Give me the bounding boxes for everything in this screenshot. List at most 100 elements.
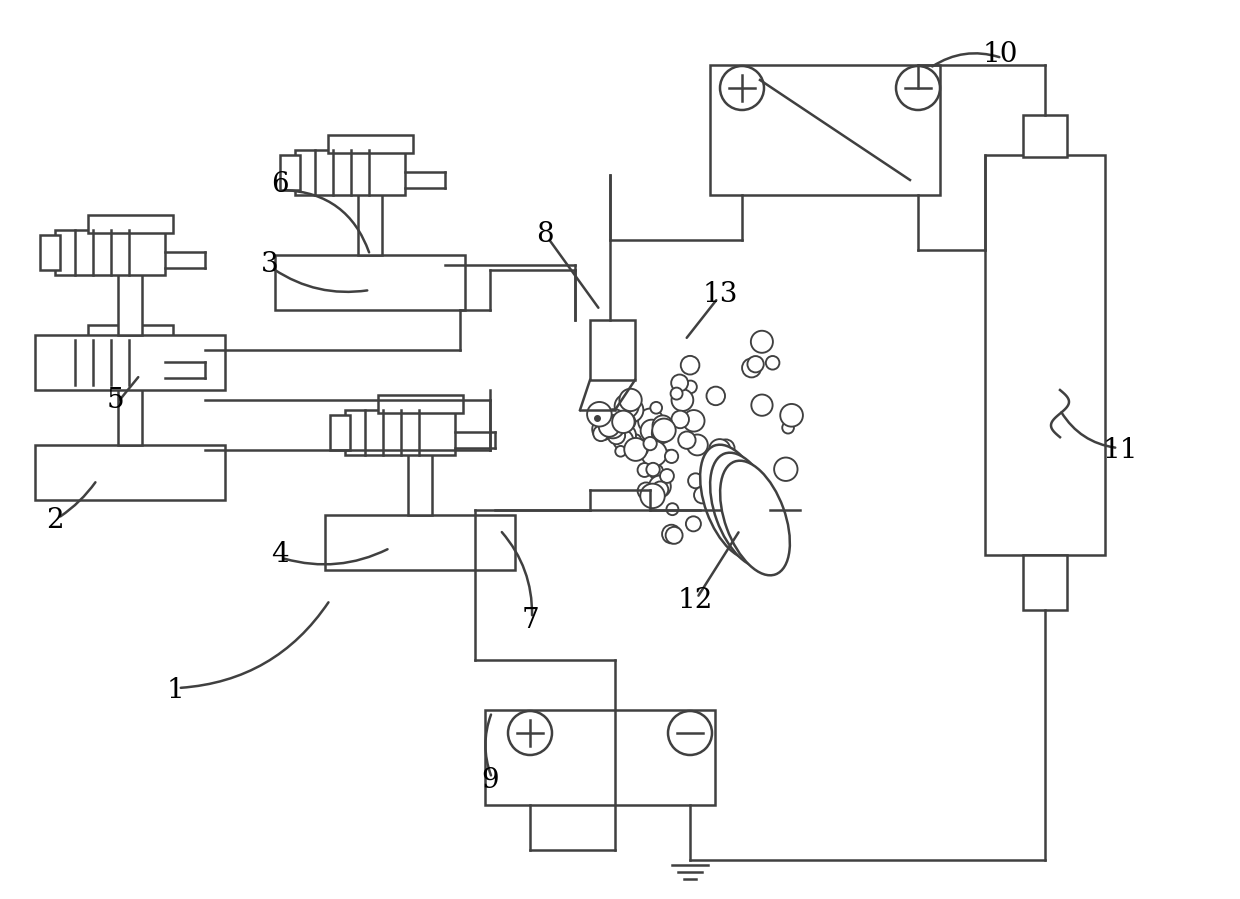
Circle shape bbox=[671, 387, 682, 399]
Text: 11: 11 bbox=[1102, 437, 1138, 464]
Circle shape bbox=[671, 411, 689, 428]
Circle shape bbox=[644, 437, 657, 450]
Circle shape bbox=[681, 356, 699, 375]
Circle shape bbox=[615, 394, 639, 418]
Circle shape bbox=[601, 415, 625, 439]
Bar bbox=[408, 440, 432, 515]
Circle shape bbox=[666, 503, 678, 515]
Circle shape bbox=[652, 482, 668, 497]
Bar bbox=[88, 215, 174, 233]
Bar bbox=[325, 515, 515, 570]
Ellipse shape bbox=[720, 460, 790, 575]
Circle shape bbox=[613, 430, 634, 450]
Circle shape bbox=[766, 356, 780, 369]
Bar bbox=[118, 260, 143, 335]
Text: 3: 3 bbox=[262, 252, 279, 279]
Circle shape bbox=[641, 420, 662, 441]
Circle shape bbox=[748, 356, 764, 372]
Circle shape bbox=[624, 438, 647, 461]
Circle shape bbox=[668, 711, 712, 755]
Bar bbox=[590, 320, 635, 380]
Circle shape bbox=[641, 441, 667, 467]
Circle shape bbox=[587, 402, 611, 426]
Text: 2: 2 bbox=[46, 506, 63, 533]
Text: 6: 6 bbox=[272, 172, 289, 199]
Circle shape bbox=[593, 425, 609, 441]
Bar bbox=[711, 65, 940, 195]
Circle shape bbox=[897, 66, 940, 110]
Bar bbox=[35, 335, 224, 390]
Circle shape bbox=[619, 388, 642, 411]
Circle shape bbox=[717, 440, 734, 457]
Bar bbox=[55, 340, 165, 385]
Bar bbox=[88, 325, 174, 343]
Circle shape bbox=[751, 395, 773, 416]
Text: 1: 1 bbox=[166, 677, 184, 704]
Circle shape bbox=[780, 404, 804, 427]
Ellipse shape bbox=[701, 445, 770, 559]
Circle shape bbox=[608, 427, 625, 444]
Circle shape bbox=[666, 527, 682, 544]
Circle shape bbox=[652, 423, 671, 443]
Bar bbox=[1023, 115, 1066, 157]
Circle shape bbox=[614, 424, 636, 447]
Bar bbox=[35, 445, 224, 500]
Circle shape bbox=[631, 439, 649, 456]
Circle shape bbox=[663, 450, 675, 460]
Text: 4: 4 bbox=[272, 541, 289, 568]
Bar bbox=[378, 395, 463, 413]
Bar bbox=[330, 415, 350, 450]
Circle shape bbox=[508, 711, 552, 755]
Bar bbox=[275, 255, 465, 310]
Text: 7: 7 bbox=[521, 607, 539, 634]
Bar bbox=[1023, 555, 1066, 610]
Circle shape bbox=[630, 434, 641, 445]
Circle shape bbox=[616, 414, 627, 425]
Bar bbox=[280, 155, 300, 190]
Ellipse shape bbox=[711, 453, 780, 567]
Circle shape bbox=[613, 411, 635, 433]
Text: 10: 10 bbox=[982, 41, 1018, 68]
Text: 13: 13 bbox=[702, 281, 738, 308]
Circle shape bbox=[599, 416, 620, 437]
Circle shape bbox=[671, 375, 688, 391]
Bar bbox=[295, 150, 405, 195]
Circle shape bbox=[683, 410, 704, 432]
Bar bbox=[118, 370, 143, 445]
Circle shape bbox=[601, 409, 626, 434]
Text: 9: 9 bbox=[481, 767, 498, 794]
Circle shape bbox=[686, 516, 701, 531]
Circle shape bbox=[774, 458, 797, 481]
Circle shape bbox=[619, 397, 644, 423]
Circle shape bbox=[652, 415, 673, 436]
Circle shape bbox=[649, 464, 663, 478]
Circle shape bbox=[660, 469, 673, 483]
Circle shape bbox=[707, 387, 725, 405]
Bar bbox=[485, 710, 715, 805]
Circle shape bbox=[782, 422, 794, 433]
Text: 5: 5 bbox=[107, 387, 124, 414]
Bar bbox=[329, 135, 413, 153]
Circle shape bbox=[684, 380, 697, 393]
Text: 12: 12 bbox=[677, 586, 713, 613]
Circle shape bbox=[688, 473, 703, 488]
Bar bbox=[345, 410, 455, 455]
Circle shape bbox=[672, 389, 693, 411]
Circle shape bbox=[593, 419, 614, 441]
Bar bbox=[985, 155, 1105, 555]
Circle shape bbox=[720, 66, 764, 110]
Bar bbox=[40, 345, 60, 380]
Circle shape bbox=[678, 432, 696, 449]
Circle shape bbox=[709, 439, 730, 460]
Circle shape bbox=[665, 450, 678, 463]
Circle shape bbox=[650, 402, 662, 414]
Bar bbox=[55, 230, 165, 275]
Bar bbox=[358, 180, 382, 255]
Circle shape bbox=[637, 463, 651, 477]
Circle shape bbox=[615, 446, 626, 457]
Circle shape bbox=[652, 419, 676, 442]
Circle shape bbox=[620, 414, 635, 430]
Circle shape bbox=[694, 486, 711, 503]
Circle shape bbox=[640, 484, 665, 508]
Circle shape bbox=[639, 408, 663, 433]
